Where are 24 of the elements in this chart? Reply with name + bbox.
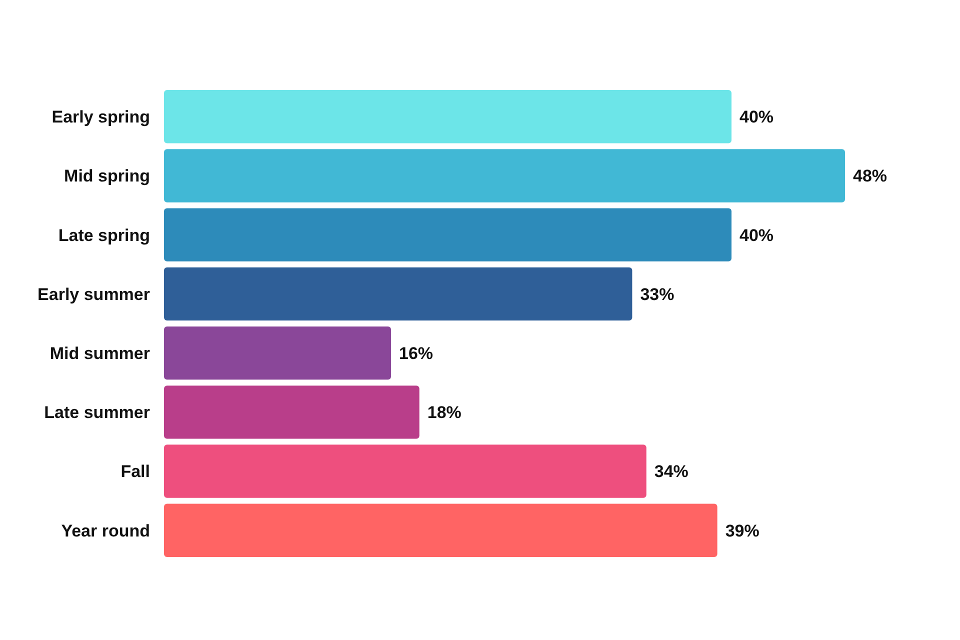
y-tick-label: Early summer — [38, 284, 150, 304]
bar — [164, 267, 632, 321]
y-tick-label: Year round — [61, 521, 150, 540]
data-label: 40% — [740, 226, 774, 245]
bar — [164, 504, 718, 557]
y-tick-label: Mid spring — [64, 166, 150, 186]
y-tick-label: Late spring — [58, 226, 150, 245]
data-label: 48% — [853, 166, 888, 186]
bar — [164, 386, 420, 439]
bar — [164, 444, 646, 498]
data-label: 18% — [427, 403, 462, 422]
y-tick-label: Fall — [120, 462, 150, 482]
bar — [164, 326, 391, 380]
data-label: 33% — [640, 284, 674, 304]
y-tick-label: Early spring — [52, 108, 150, 127]
data-label: 40% — [740, 108, 774, 127]
y-tick-label: Mid summer — [50, 344, 150, 364]
data-label: 16% — [399, 344, 434, 364]
bar — [164, 149, 845, 202]
data-label: 34% — [654, 462, 688, 482]
bar — [164, 208, 732, 262]
data-label: 39% — [725, 521, 760, 540]
y-tick-label: Late summer — [44, 403, 150, 422]
bar — [164, 90, 732, 144]
